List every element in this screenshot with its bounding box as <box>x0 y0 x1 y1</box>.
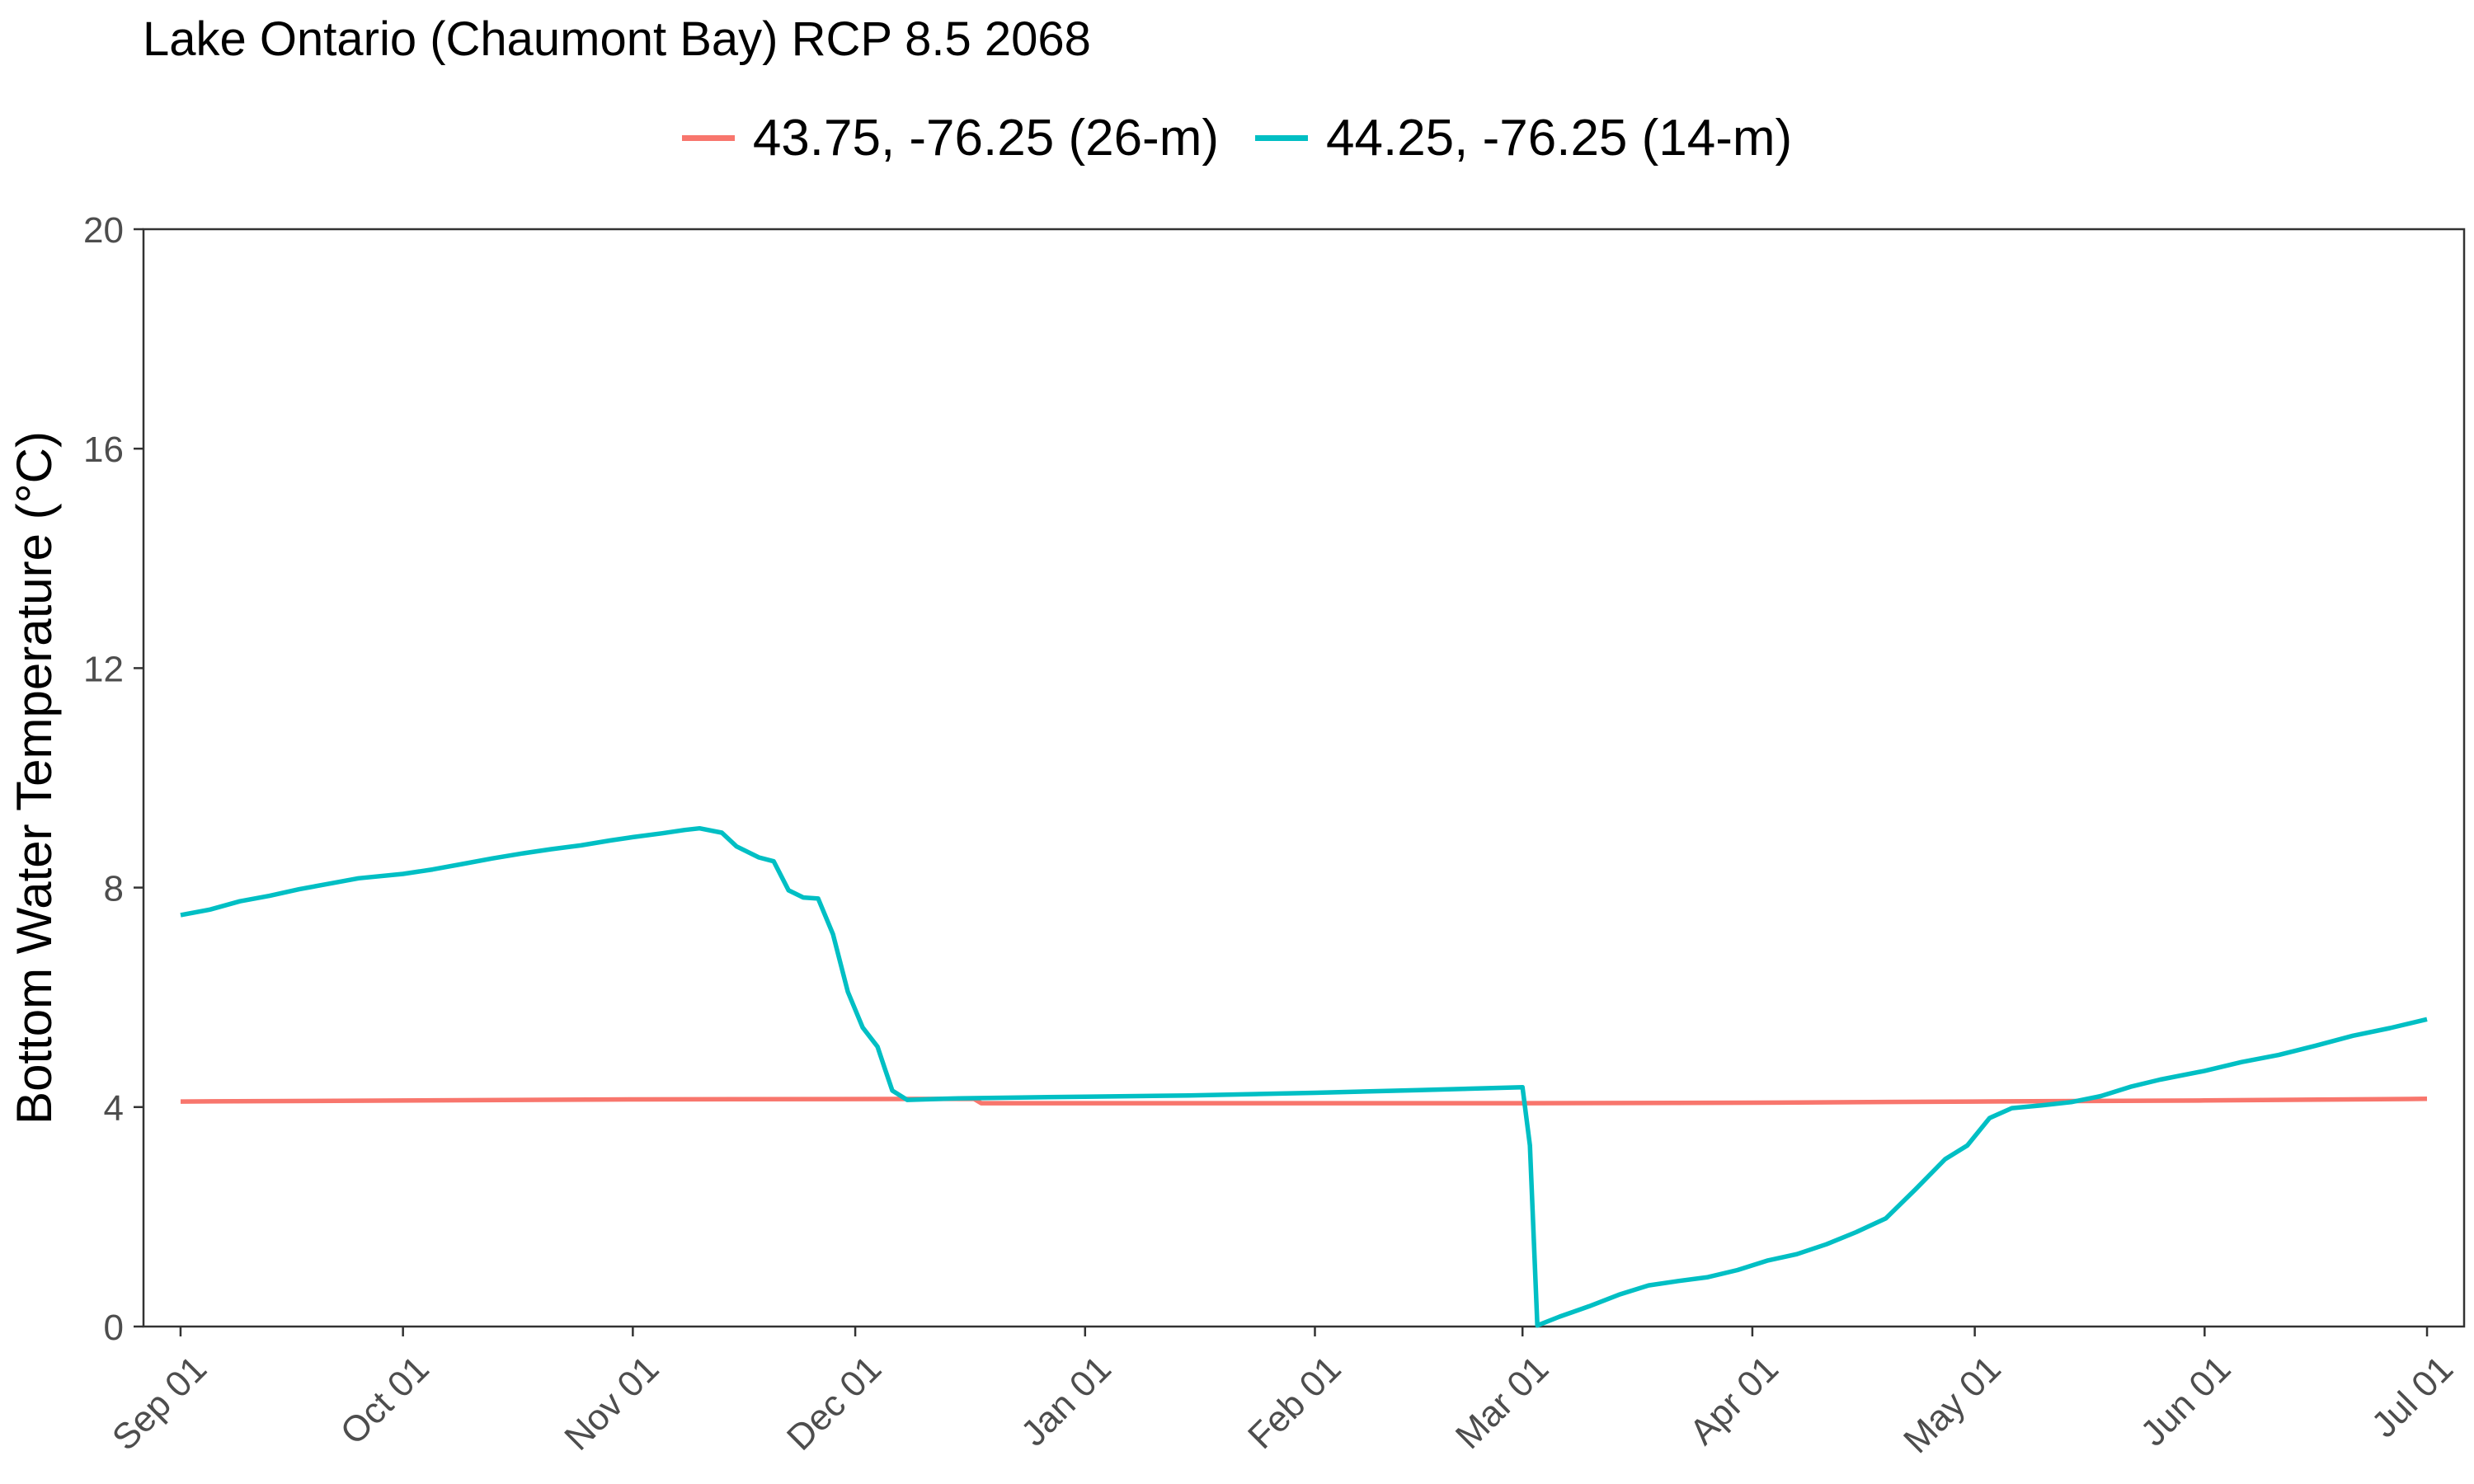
legend: 43.75, -76.25 (26-m) 44.25, -76.25 (14-m… <box>0 109 2474 167</box>
y-tick-label: 16 <box>83 430 124 470</box>
y-tick-label: 8 <box>104 869 124 909</box>
y-tick-label: 4 <box>104 1088 124 1129</box>
x-tick-label: Feb 01 <box>1240 1348 1349 1457</box>
x-tick-label: May 01 <box>1896 1348 2009 1461</box>
x-axis: Sep 01 Oct 01 Nov 01 Dec 01 Jan 01 Feb 01 Mar … <box>105 1327 2461 1461</box>
series-line-1 <box>180 1097 2428 1106</box>
x-tick-label: Nov 01 <box>557 1348 666 1458</box>
y-tick-label: 0 <box>104 1308 124 1348</box>
legend-label-series-2: 44.25, -76.25 (14-m) <box>1326 110 1793 167</box>
legend-label-series-1: 43.75, -76.25 (26-m) <box>752 110 1219 167</box>
chart-title: Lake Ontario (Chaumont Bay) RCP 8.5 2068 <box>143 12 1091 66</box>
series-layer <box>180 825 2428 1328</box>
x-tick-label: Dec 01 <box>779 1348 889 1458</box>
legend-item-series-1: 43.75, -76.25 (26-m) <box>681 109 1219 167</box>
x-tick-label: Sep 01 <box>105 1348 214 1458</box>
y-tick-label: 12 <box>83 649 124 689</box>
y-axis: 0 4 8 12 16 20 <box>83 210 143 1348</box>
legend-key-series-1 <box>681 135 735 141</box>
series-line-2 <box>180 825 2428 1328</box>
y-tick-label: 20 <box>83 210 124 251</box>
x-tick-label: Jul 01 <box>2364 1348 2462 1445</box>
x-tick-label: Mar 01 <box>1448 1348 1556 1456</box>
x-tick-label: Jan 01 <box>1014 1348 1119 1453</box>
x-tick-label: Apr 01 <box>1682 1348 1786 1452</box>
y-axis-title: Bottom Water Temperature (°C) <box>7 431 62 1125</box>
legend-key-series-2 <box>1255 135 1308 141</box>
x-tick-label: Jun 01 <box>2133 1348 2238 1453</box>
legend-item-series-2: 44.25, -76.25 (14-m) <box>1255 109 1792 167</box>
x-tick-label: Oct 01 <box>332 1348 436 1452</box>
plot-panel <box>142 228 2466 1328</box>
